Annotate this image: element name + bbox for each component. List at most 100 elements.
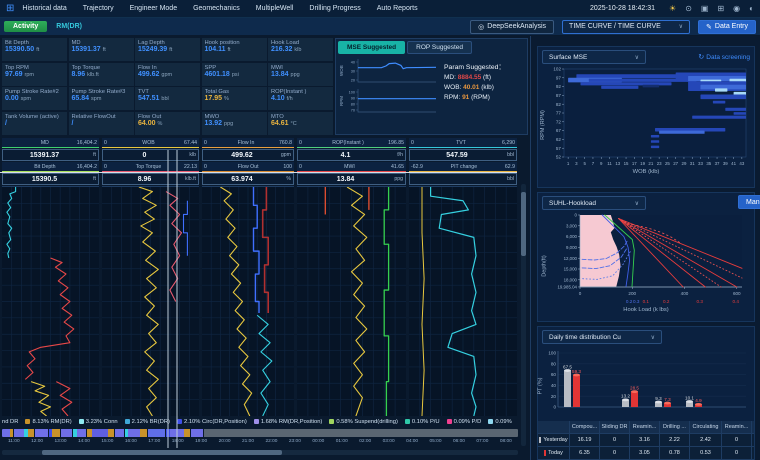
svg-text:27: 27 [673,161,678,166]
toolbar: Activity RM(DR) ◎ DeepSeekAnalysis TIME C… [0,18,760,36]
nav-item-multiplewell[interactable]: MultipleWell [255,5,294,12]
time-tick: 12:00 [31,439,44,444]
stat-value: 547.51 bbl [138,95,197,102]
legend-item[interactable]: 2.10% Circ(DR,Position) [176,419,247,425]
param-unit: (RPM) [469,94,490,101]
curve-unit: bbl [507,176,514,182]
scale-max: 760.8 [279,139,292,146]
legend-item[interactable]: 8.13% RM(DR) [25,419,72,425]
horizontal-scrollbar-thumb[interactable] [42,450,282,455]
surface-mse-select[interactable]: Surface MSE ∨ [542,50,646,64]
main-area: Bit Depth 15390.50 ft MD 15391.37 ft Lag Depth… [0,36,530,460]
legend-item[interactable]: 0.09% [488,418,512,425]
stat-value: 15390.50 ft [5,46,64,53]
legend-item[interactable]: 0.09% P/D [446,419,481,425]
globe-icon[interactable]: ⊙ [685,3,692,13]
stat-value-number: / [71,119,74,127]
partial-icon[interactable]: ◐ [749,3,754,13]
legend-label: 3.23% Conn [85,418,118,425]
vertical-scrollbar[interactable] [521,184,526,446]
nav-item-drilling-progress[interactable]: Drilling Progress [309,5,361,12]
manual-button[interactable]: Manual [738,195,760,209]
tab-rop-suggested[interactable]: ROP Suggested [407,41,472,54]
track-flow-in: 0 Flow In 760.8 499.62 gpm 0 Flow Out 100 63.974… [202,138,294,416]
svg-text:70: 70 [351,109,355,113]
time-tick: 07:00 [476,439,489,444]
svg-text:9,000: 9,000 [566,245,578,250]
stat-unit: bbl [161,96,169,102]
svg-text:0.1: 0.1 [643,299,650,304]
stat-value: / [5,120,64,127]
curve-value: 547.59 [446,151,468,159]
data-entry-button[interactable]: ✎ Data Entry [698,19,756,34]
track-scale-row: 0 ROP(Instant ) 196.85 [297,138,406,148]
data-screening-link[interactable]: ↻ Data screening [698,53,750,62]
tab-activity[interactable]: Activity [4,21,48,32]
svg-text:62: 62 [556,137,562,142]
svg-text:40: 40 [551,383,557,388]
stat-unit: klb.ft [87,71,99,78]
legend-label: 0.09% [495,418,512,425]
app-menu-icon[interactable]: ⊞ [6,2,15,14]
activity-segment [108,429,114,437]
tab-mse-suggested[interactable]: MSE Suggested [338,41,406,54]
svg-text:400: 400 [681,291,689,296]
nav-item-engineer-mode[interactable]: Engineer Mode [129,5,178,12]
suhl-hookload-select[interactable]: SUHL-Hookload ∨ [542,196,646,210]
stat-value-number: 104.11 [204,46,226,53]
legend-swatch [446,419,452,424]
tab-rm-dr[interactable]: RM(DR) [56,23,82,30]
stat-cell: Flow Out 64.00% [135,111,200,135]
deepseek-analysis-button[interactable]: ◎ DeepSeekAnalysis [470,19,555,34]
nav-item-trajectory[interactable]: Trajectory [82,5,114,12]
nav-item-historical-data[interactable]: Historical data [22,5,67,12]
log-tracks: MD 16,404.2 15391.37 ft Bit Depth 16,404.2 153… [2,138,517,416]
curve-type-select[interactable]: TIME CURVE / TIME CURVE ∨ [562,19,691,34]
horizontal-scrollbar[interactable] [2,450,518,455]
svg-text:67: 67 [556,128,562,133]
legend-marker [539,437,542,443]
chevron-down-icon: ∨ [650,334,655,341]
mini-wob-label: WOB [339,64,344,76]
stat-label: Tank Volume (active) [5,113,59,120]
svg-text:33: 33 [698,161,703,166]
stat-value: 13.84 ppg [271,71,330,78]
curve-name: ROP(Instant ) [332,139,364,146]
svg-text:0.2: 0.2 [663,299,670,304]
legend-item[interactable]: 0.58% Suspend(drilling) [329,419,398,425]
curve-name: MWI [344,163,355,170]
legend-label: 0.58% Suspend(drilling) [336,418,398,425]
vertical-scrollbar-thumb[interactable] [521,192,526,256]
grid-icon[interactable]: ⊞ [717,3,725,13]
stat-label: Pump Stroke Rate#3 [71,89,126,95]
legend-item[interactable]: nd DR [2,419,18,425]
curve-unit: ft [93,176,96,182]
realtime-stats-grid: Bit Depth 15390.50 ft MD 15391.37 ft Lag Depth… [2,38,333,135]
legend-item[interactable]: 1.68% RM(DR,Position) [253,419,322,425]
stat-unit: ppg [290,71,300,78]
legend-swatch [176,419,182,424]
curve-type-value: TIME CURVE / TIME CURVE [569,23,661,30]
fullscreen-icon[interactable]: ▣ [700,3,709,13]
curve-value: 15390.5 [31,175,58,183]
stat-unit: % [157,120,163,127]
crosshair-vertical-2 [176,150,178,448]
daily-table-col: Compou... [570,421,600,433]
legend-item[interactable]: 0.10% P/U [404,419,440,425]
daily-table-col: Drilling ... [660,421,690,433]
svg-text:43: 43 [739,161,744,166]
scale-max: 100 [283,163,292,170]
daily-table-cell: 2.42 [690,434,722,446]
time-tick: 11:00 [8,439,20,444]
sun-icon[interactable]: ☀ [669,3,677,13]
daily-distribution-select[interactable]: Daily time distribution Cu ∨ [542,330,662,344]
power-icon[interactable]: ◉ [733,3,741,13]
nav-item-geomechanics[interactable]: Geomechanics [193,5,240,12]
stat-value: 0.00 spm [5,95,64,102]
stat-value: 8.96 klb.ft [72,71,131,78]
stat-label: MTO [271,113,284,120]
nav-item-auto-reports[interactable]: Auto Reports [376,5,418,12]
legend-item[interactable]: 3.23% Conn [78,418,118,425]
legend-item[interactable]: 2.12% BR(DR) [124,419,170,425]
daily-table-cell: 6.35 [570,447,600,459]
